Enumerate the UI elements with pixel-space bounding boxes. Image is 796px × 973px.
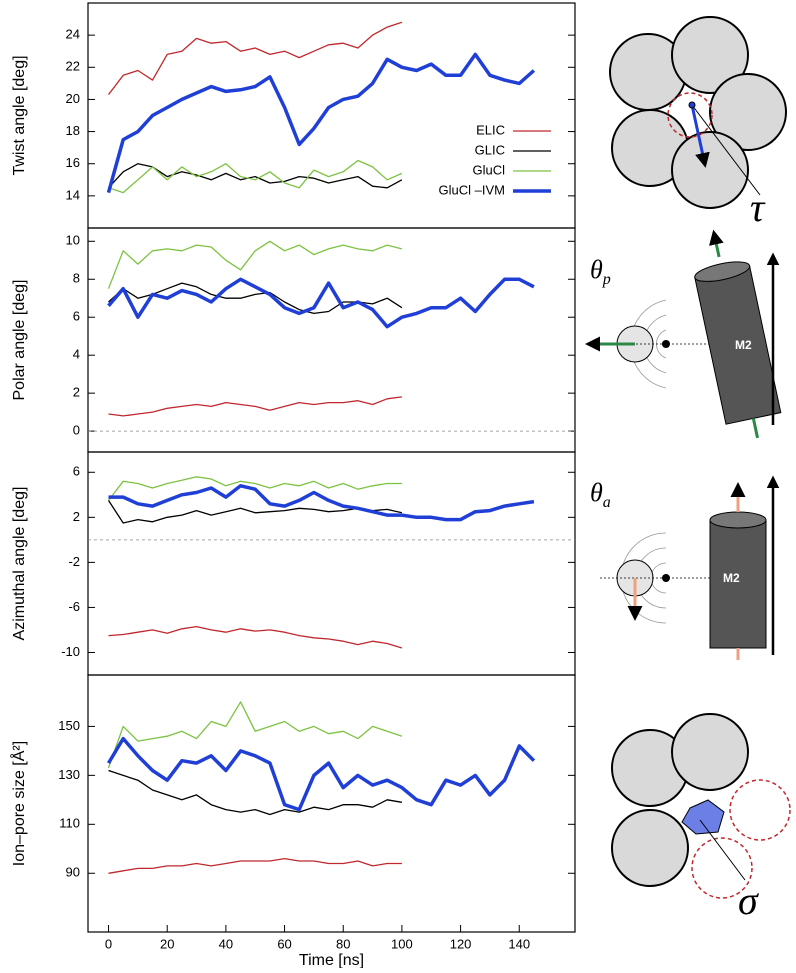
x-tick-label: 20	[160, 936, 174, 951]
y-tick-label: 2	[73, 509, 80, 524]
series-line	[108, 857, 402, 874]
legend-label: GluCl –IVM	[439, 182, 505, 197]
twist-diagram: τ	[609, 16, 787, 230]
series-line	[108, 163, 403, 189]
y-tick-label: 14	[66, 187, 80, 202]
azimuthal-diagram: θa M2	[590, 475, 780, 660]
y-tick-label: 16	[66, 155, 80, 170]
y-tick-label: 22	[66, 59, 80, 74]
pore-diagram: σ	[611, 713, 791, 923]
y-tick-label: 8	[73, 271, 80, 286]
series-line	[107, 701, 403, 769]
y-axis-label: Ion–pore size [Å²]	[9, 741, 28, 866]
series-line	[108, 625, 403, 649]
m2-label: M2	[735, 338, 752, 352]
y-tick-label: 150	[58, 718, 80, 733]
series-line	[108, 769, 403, 816]
theta-symbol: θ	[590, 478, 603, 507]
series-line	[107, 476, 402, 501]
y-tick-label: 18	[66, 123, 80, 138]
m2-label: M2	[723, 571, 740, 585]
plot-frame	[87, 674, 576, 933]
legend-label: GLIC	[475, 142, 505, 157]
y-tick-label: -2	[68, 554, 80, 569]
x-tick-label: 80	[336, 936, 350, 951]
y-tick-label: 20	[66, 91, 80, 106]
x-tick-label: 140	[508, 936, 530, 951]
y-tick-label: -10	[61, 644, 80, 659]
y-tick-label: 130	[58, 767, 80, 782]
y-tick-label: 90	[66, 865, 80, 880]
y-tick-label: 6	[73, 309, 80, 324]
y-tick-label: 4	[73, 347, 80, 362]
x-tick-label: 60	[277, 936, 291, 951]
y-tick-label: 10	[66, 233, 80, 248]
series-line	[107, 21, 403, 95]
series-line	[106, 52, 536, 194]
x-tick-label: 120	[450, 936, 472, 951]
plot-frame	[87, 227, 576, 453]
polar-diagram: θp M2	[585, 229, 782, 439]
y-tick-label: -6	[68, 599, 80, 614]
x-tick-label: 40	[219, 936, 233, 951]
legend-label: ELIC	[476, 122, 505, 137]
series-line	[108, 159, 403, 194]
sigma-label: σ	[738, 878, 759, 923]
y-tick-label: 110	[59, 816, 80, 831]
theta-symbol: θ	[590, 255, 603, 284]
y-tick-label: 6	[73, 464, 80, 479]
legend-label: GluCl	[472, 162, 505, 177]
y-axis-label: Twist angle [deg]	[11, 55, 28, 175]
theta-p-label: θp	[590, 255, 611, 288]
x-axis-label: Time [ns]	[299, 952, 364, 968]
theta-subscript: a	[603, 494, 611, 511]
series-line	[108, 282, 403, 315]
x-tick-label: 0	[105, 936, 112, 951]
tau-label: τ	[750, 185, 766, 230]
series-line	[106, 736, 536, 812]
y-tick-label: 2	[73, 385, 80, 400]
series-line	[107, 240, 403, 289]
theta-subscript: p	[602, 271, 611, 288]
y-axis-label: Azimuthal angle [deg]	[11, 487, 28, 641]
series-line	[107, 277, 535, 329]
y-tick-label: 24	[66, 27, 80, 42]
x-tick-label: 100	[391, 936, 413, 951]
y-tick-label: 0	[73, 423, 80, 438]
theta-a-label: θa	[590, 478, 611, 511]
series-line	[108, 484, 535, 522]
series-line	[107, 500, 403, 524]
series-line	[108, 396, 402, 417]
y-axis-label: Polar angle [deg]	[11, 280, 28, 401]
